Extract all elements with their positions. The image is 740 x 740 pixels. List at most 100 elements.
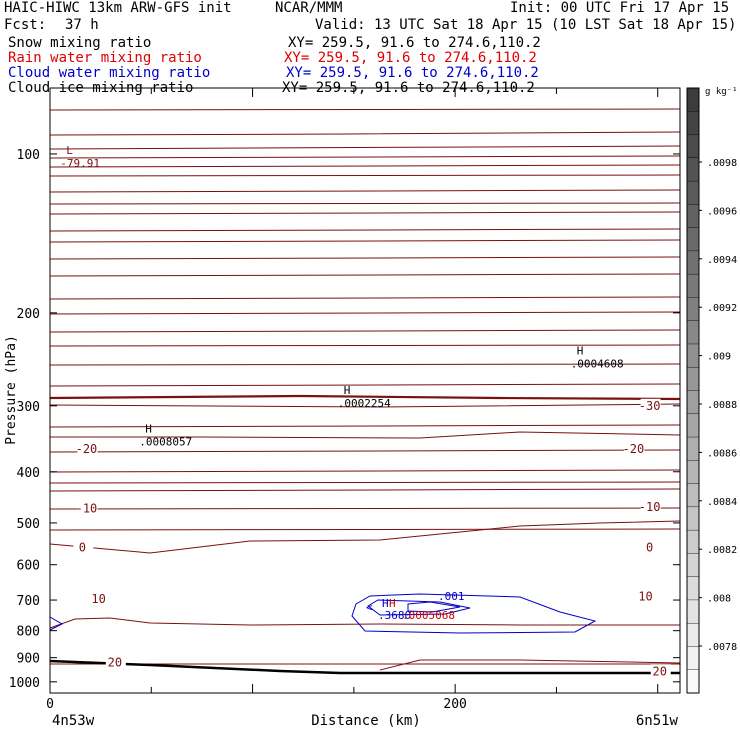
isotherm-label-bg	[73, 540, 94, 554]
cloud-water-contour-edge	[49, 616, 64, 631]
cloud-water-arrow: <	[366, 601, 373, 614]
isotherm-line	[49, 403, 681, 408]
colorbar-tick-label: .0084	[707, 497, 737, 508]
colorbar-tick-label: .0082	[707, 545, 737, 556]
extremum-marker: H	[344, 384, 351, 397]
isotherm-line	[49, 469, 681, 473]
contour-labels: -30-20 -20-10 -100 010 102020L-79.91H.000805…	[60, 144, 671, 678]
header-title-center: NCAR/MMM	[275, 0, 343, 16]
field-name-snow: Snow mixing ratio	[8, 35, 152, 51]
colorbar-band	[686, 669, 700, 694]
isotherm-label: 0	[646, 541, 653, 555]
colorbar-band	[686, 320, 700, 345]
y-tick-label: 900	[17, 652, 40, 667]
isotherm-label-bg	[636, 589, 657, 603]
header-valid: Valid: 13 UTC Sat 18 Apr 15 (10 LST Sat …	[315, 17, 737, 33]
header-fcst-value: 37 h	[65, 17, 99, 33]
header-fcst-label: Fcst:	[4, 17, 47, 33]
colorbar-tick-label: .009	[707, 352, 731, 363]
isotherm-label: 10	[638, 590, 652, 604]
isotherm-label-bg	[650, 664, 671, 678]
colorbar-band	[686, 483, 700, 508]
colorbar-tick-label: .008	[707, 594, 731, 605]
colorbar-band	[686, 157, 700, 182]
plot-frame	[49, 87, 681, 694]
isotherm-label: 20	[108, 656, 122, 670]
isotherm-line	[49, 202, 681, 205]
isotherm-label-bg	[640, 499, 661, 513]
isotherm-line	[49, 174, 681, 177]
isotherm-line	[50, 431, 681, 439]
y-tick-label: 500	[17, 517, 40, 532]
colorbar-band	[686, 646, 700, 671]
y-tick-label: 200	[17, 307, 40, 322]
header-title-left: HAIC-HIWC 13km ARW-GFS init	[4, 0, 232, 16]
colorbar-tick-label: .0096	[707, 206, 737, 217]
isotherm-line	[49, 363, 681, 366]
isotherm-line	[49, 296, 681, 300]
extremum-value: -79.91	[60, 157, 100, 170]
extremum-marker: H	[577, 345, 584, 358]
isotherm-label: 20	[653, 664, 667, 678]
cloud-water-contour-outer	[351, 593, 597, 634]
isotherm-line	[49, 189, 681, 193]
colorbar-frame	[686, 87, 700, 694]
colorbar-tick-label: .0092	[707, 303, 737, 314]
extremum-marker: H	[145, 422, 152, 435]
isotherm-line	[49, 273, 681, 277]
field-name-cloud-water: Cloud water mixing ratio	[8, 65, 211, 81]
colorbar-band	[686, 460, 700, 485]
colorbar-band	[686, 87, 700, 112]
isotherm-label: -20	[623, 442, 645, 456]
extremum-value: .0004608	[571, 358, 624, 371]
y-tick-label: 400	[17, 466, 40, 481]
colorbar-band	[686, 250, 700, 275]
isotherm-label: -10	[76, 502, 98, 516]
rain-water-label: .0005068	[402, 609, 455, 622]
x-tick-label: 200	[443, 697, 466, 712]
isotherm-label: -20	[76, 442, 98, 456]
cloud-water-max-marker: H	[382, 597, 389, 610]
isotherm-label-bg	[624, 441, 645, 455]
cloud-water-contour-core	[407, 601, 461, 613]
colorbar-band	[686, 506, 700, 531]
y-tick-label: 1000	[9, 676, 40, 691]
header-init: Init: 00 UTC Fri 17 Apr 15	[510, 0, 730, 16]
extremum-value: .0002254	[338, 397, 391, 410]
x-endpoint-left: 4n53w	[52, 713, 95, 729]
colorbar-band	[686, 273, 700, 298]
colorbar-band	[686, 180, 700, 205]
y-tick-label: 100	[17, 148, 40, 163]
isotherm-label: 0	[79, 541, 86, 555]
isotherm-label-bg	[640, 398, 661, 412]
field-name-rain: Rain water mixing ratio	[8, 50, 202, 66]
isotherm-line	[49, 131, 681, 136]
isotherm-line	[49, 449, 681, 453]
colorbar-band	[686, 204, 700, 229]
y-tick-label: 800	[17, 625, 40, 640]
isotherm-line	[49, 424, 681, 428]
colorbar-band	[686, 367, 700, 392]
isotherm-line	[49, 228, 681, 232]
colorbar-band	[686, 297, 700, 322]
temperature-contours	[49, 108, 681, 675]
colorbar-band	[686, 413, 700, 438]
isotherm-line	[49, 507, 681, 510]
x-tick-label: 0	[46, 697, 54, 712]
isotherm-line	[49, 145, 681, 150]
colorbar-band	[686, 553, 700, 578]
terrain-line	[49, 659, 680, 675]
plot-border	[49, 87, 681, 694]
colorbar-band	[686, 529, 700, 554]
isotherm-line	[49, 488, 681, 492]
extremum-marker: L	[66, 144, 73, 157]
field-xy-snow: XY= 259.5, 91.6 to 274.6,110.2	[288, 35, 541, 51]
isotherm-line	[49, 211, 681, 215]
cloud-water-label: .3680	[378, 609, 411, 622]
isotherm-label-bg	[640, 540, 661, 554]
isotherm-label-bg	[105, 655, 126, 669]
x-endpoint-right: 6n51w	[636, 713, 679, 729]
isotherm-line	[49, 164, 681, 168]
